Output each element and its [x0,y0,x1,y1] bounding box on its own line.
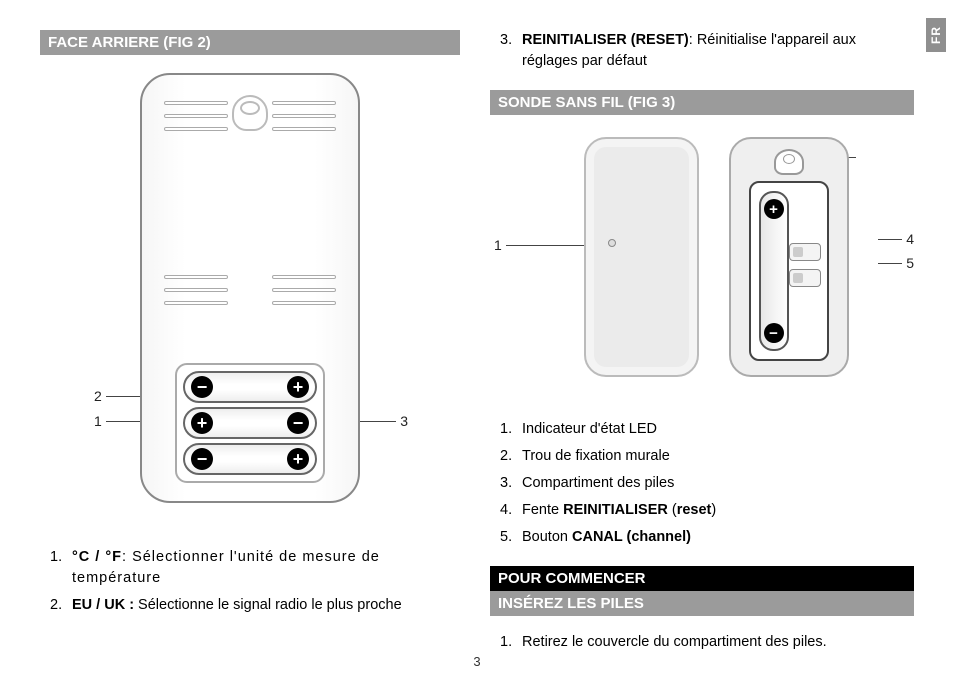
list-item: °C / °F: Sélectionner l'unité de mesure … [50,547,460,589]
sensor-front-view [584,137,699,377]
minus-icon: − [191,376,213,398]
battery-icon: −+ [183,371,317,403]
vent-slots-icon [272,275,336,305]
fig3-callout-1: 1 [494,237,502,253]
plus-icon: + [191,412,213,434]
page-number: 3 [473,654,480,669]
fig3-line-5 [878,263,902,264]
hanger-hole-icon [232,95,268,131]
header-fig2: FACE ARRIERE (FIG 2) [40,30,460,55]
vent-slots-icon [272,101,336,131]
header-fig3: SONDE SANS FIL (FIG 3) [490,90,914,115]
fig2-callout-1: 1 [94,413,102,429]
battery-icon: +− [183,407,317,439]
fig3-legend: Indicateur d'état LED Trou de fixation m… [500,419,914,554]
minus-icon: − [191,448,213,470]
fig2-callout-2: 2 [94,388,102,404]
plus-icon: + [287,448,309,470]
sensor-inner-compartment: + − [749,181,829,361]
page: FACE ARRIERE (FIG 2) 2 1 3 [0,0,954,681]
fig3-callout-5: 5 [906,255,914,271]
list-item: EU / UK : Sélectionne le signal radio le… [50,595,460,616]
figure-3: 1 2 3 4 5 + − [490,137,914,397]
header-inserez-piles: INSÉREZ LES PILES [490,591,914,616]
reset-slot-icon [789,243,821,261]
right-column: REINITIALISER (RESET): Réinitialise l'ap… [490,30,914,671]
led-indicator-icon [608,239,616,247]
plus-icon: + [764,199,784,219]
list-item: Trou de fixation murale [500,446,914,467]
fig2-callout-3: 3 [400,413,408,429]
list-item: Compartiment des piles [500,473,914,494]
minus-icon: − [764,323,784,343]
figure-2: 2 1 3 −+ [40,73,460,523]
fig3-line-4 [878,239,902,240]
sensor-back-view: + − [729,137,849,377]
header-pour-commencer: POUR COMMENCER [490,566,914,591]
plus-icon: + [287,376,309,398]
list-item: Indicateur d'état LED [500,419,914,440]
vent-slots-icon [164,101,228,131]
battery-vertical-icon: + − [759,191,789,351]
channel-button-icon [789,269,821,287]
battery-compartment: −+ +− −+ [175,363,325,483]
fig3-callout-4: 4 [906,231,914,247]
wall-mount-hole-icon [774,149,804,175]
list-item: Bouton CANAL (channel) [500,527,914,548]
fig2-legend-continued: REINITIALISER (RESET): Réinitialise l'ap… [500,30,914,78]
battery-icon: −+ [183,443,317,475]
minus-icon: − [287,412,309,434]
start-steps: Retirez le couvercle du compartiment des… [500,632,914,659]
left-column: FACE ARRIERE (FIG 2) 2 1 3 [40,30,460,671]
vent-slots-icon [164,275,228,305]
device-back-view: −+ +− −+ [140,73,360,503]
fig2-legend: °C / °F: Sélectionner l'unité de mesure … [50,547,460,622]
list-item: Retirez le couvercle du compartiment des… [500,632,914,653]
list-item: Fente REINITIALISER (reset) [500,500,914,521]
list-item: REINITIALISER (RESET): Réinitialise l'ap… [500,30,914,72]
